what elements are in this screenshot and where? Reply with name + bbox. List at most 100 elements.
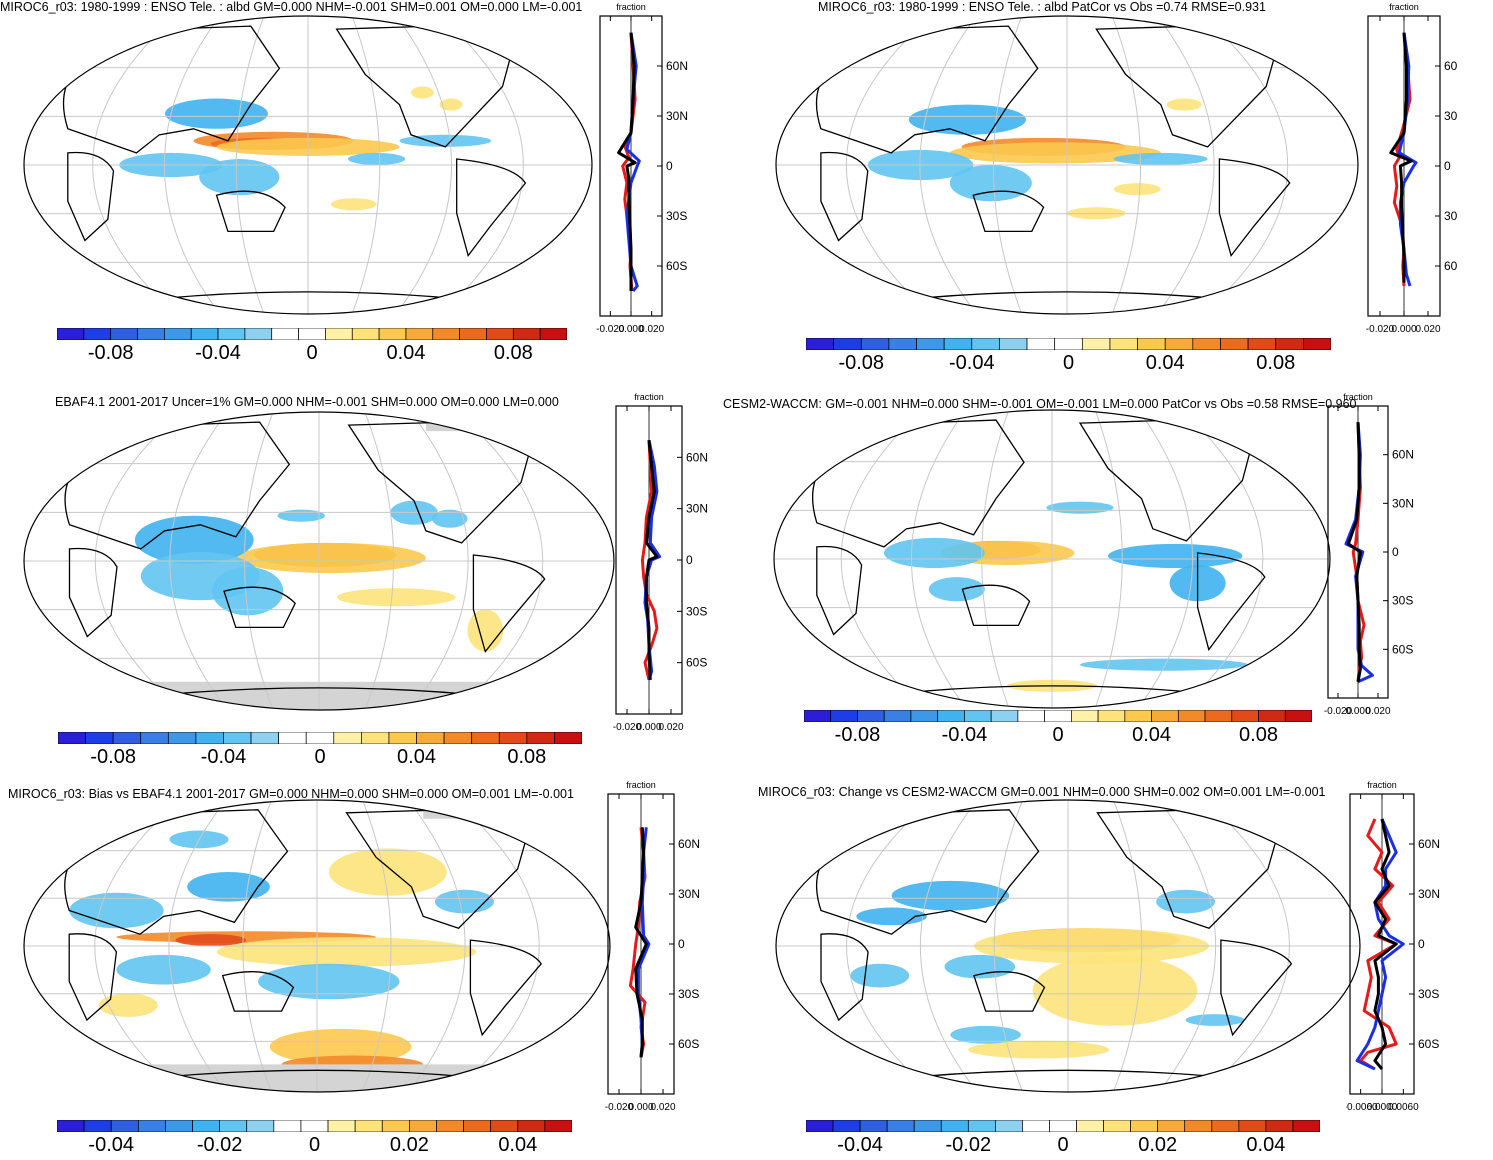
colorbar-swatch [409, 1120, 437, 1132]
coastline [456, 158, 527, 258]
colorbar-swatch [1076, 1120, 1104, 1132]
colorbar-swatch [219, 1120, 248, 1132]
zonal-lat-label: 60S [1392, 642, 1413, 656]
colorbar-swatch [1192, 338, 1221, 350]
anomaly-patch [1113, 183, 1161, 196]
colorbar-tick-label: -0.08 [87, 342, 134, 364]
colorbar-swatch [195, 732, 224, 744]
colorbar-swatch [916, 338, 945, 350]
colorbar-swatch [325, 328, 353, 340]
zonal-units-label: fraction [1367, 780, 1397, 790]
colorbar-tick-label: -0.08 [838, 352, 885, 374]
anomaly-patch [944, 954, 1016, 979]
colorbar-tick-label: 0 [1057, 1134, 1069, 1156]
longitude-gridline [437, 16, 524, 314]
colorbar-labels: -0.04 -0.02 0 0.02 0.04 [806, 1134, 1320, 1160]
map-border [23, 411, 615, 711]
coastline [139, 1069, 495, 1080]
panel-cesm2-waccm: CESM2-WACCM: GM=-0.001 NHM=0.000 SHM=-0.… [720, 388, 1493, 768]
colorbar-swatch [273, 1120, 302, 1132]
anomaly-patch [850, 963, 910, 988]
colorbar-tick-label: -0.04 [948, 352, 995, 374]
colorbar-swatch [378, 328, 407, 340]
coastline [136, 291, 480, 302]
zonal-lat-label: 60S [1418, 1037, 1439, 1051]
colorbar-swatch [490, 1120, 519, 1132]
zonal-lat-label: 0 [1418, 937, 1425, 951]
coastline [1220, 939, 1293, 1037]
colorbar-swatch [1204, 710, 1233, 722]
colorbar-swatch [327, 1120, 356, 1132]
colorbar-swatch [517, 1120, 546, 1132]
zonal-x-label: 0.000 [1391, 324, 1416, 335]
zonal-x-label: 0.000 [628, 1102, 653, 1113]
colorbar-swatch [83, 1120, 112, 1132]
colorbar-swatch [223, 732, 252, 744]
colorbar-swatch [436, 1120, 464, 1132]
colorbar-swatch [432, 328, 460, 340]
coastline [1196, 552, 1266, 652]
anomaly-patch [98, 993, 158, 1018]
zonal-lat-label: 0 [686, 553, 693, 567]
coastline [215, 190, 286, 233]
colorbar-swatch [140, 732, 169, 744]
map-border [775, 15, 1359, 315]
anomaly-patch [439, 98, 463, 111]
anomaly-patch [348, 152, 406, 166]
colorbar-swatch [1238, 1120, 1267, 1132]
colorbar-swatch [943, 338, 973, 350]
colorbar-tick-label: -0.04 [88, 1134, 134, 1156]
zonal-units-label: fraction [1389, 2, 1419, 12]
anomaly-patch [175, 934, 247, 946]
longitude-gridline [1112, 800, 1143, 1092]
anomaly-patch [908, 104, 1026, 135]
zonal-x-label: -0.0060 [1346, 1102, 1378, 1113]
colorbar-swatch [300, 1120, 329, 1132]
anomaly-patch [399, 134, 492, 147]
zonal-lat-label: 30S [686, 604, 707, 618]
colorbar-tick-label: 0.04 [498, 1134, 538, 1156]
anomaly-patch [891, 880, 1010, 911]
colorbar-swatch [381, 1120, 410, 1132]
longitude-gridline [92, 16, 179, 314]
longitude-gridline [168, 800, 228, 1092]
coastline [972, 190, 1045, 233]
longitude-gridline [94, 412, 185, 710]
longitude-gridline [408, 412, 469, 710]
colorbar-swatch [165, 1120, 193, 1132]
zonal-x-label: -0.020 [605, 1102, 634, 1113]
colorbar-swatch [1164, 338, 1194, 350]
zonal-x-label: 0.020 [650, 1102, 675, 1113]
zonal-lat-label: 60 [1444, 59, 1458, 73]
colorbar-swatch [217, 328, 246, 340]
longitude-gridline [1155, 16, 1215, 314]
coastline [820, 933, 869, 1022]
zonal-lat-label: 30N [1392, 496, 1414, 510]
longitude-gridline [981, 410, 1010, 708]
colorbar-swatch [361, 732, 390, 744]
coastline [1218, 158, 1291, 258]
zonal-units-label: fraction [1343, 392, 1373, 402]
anomaly-patch [1032, 954, 1198, 1026]
colorbar-swatch [137, 1120, 166, 1132]
zonal-lat-label: 30N [1418, 887, 1440, 901]
longitude-gridline [840, 410, 925, 708]
longitude-gridline [453, 412, 544, 710]
colorbar-swatch [857, 710, 885, 722]
colorbar-swatch [937, 710, 965, 722]
colorbar-swatch [1044, 710, 1072, 722]
colorbar-swatch [1157, 1120, 1186, 1132]
zonal-units-label: fraction [626, 780, 656, 790]
colorbar-swatch [110, 1120, 139, 1132]
colorbar-labels: -0.04 -0.02 0 0.02 0.04 [57, 1134, 572, 1160]
zonal-lat-label: 30S [678, 987, 699, 1001]
panel-bias-vs-ebaf: MIROC6_r03: Bias vs EBAF4.1 2001-2017 GM… [0, 776, 740, 1156]
colorbar-tick-label: 0.04 [386, 342, 426, 364]
colorbar-swatch [940, 1120, 969, 1132]
panel-miroc6-patcor: MIROC6_r03: 1980-1999 : ENSO Tele. : alb… [746, 0, 1493, 380]
colorbar-swatch [1097, 710, 1126, 722]
longitude-gridline [164, 16, 222, 314]
